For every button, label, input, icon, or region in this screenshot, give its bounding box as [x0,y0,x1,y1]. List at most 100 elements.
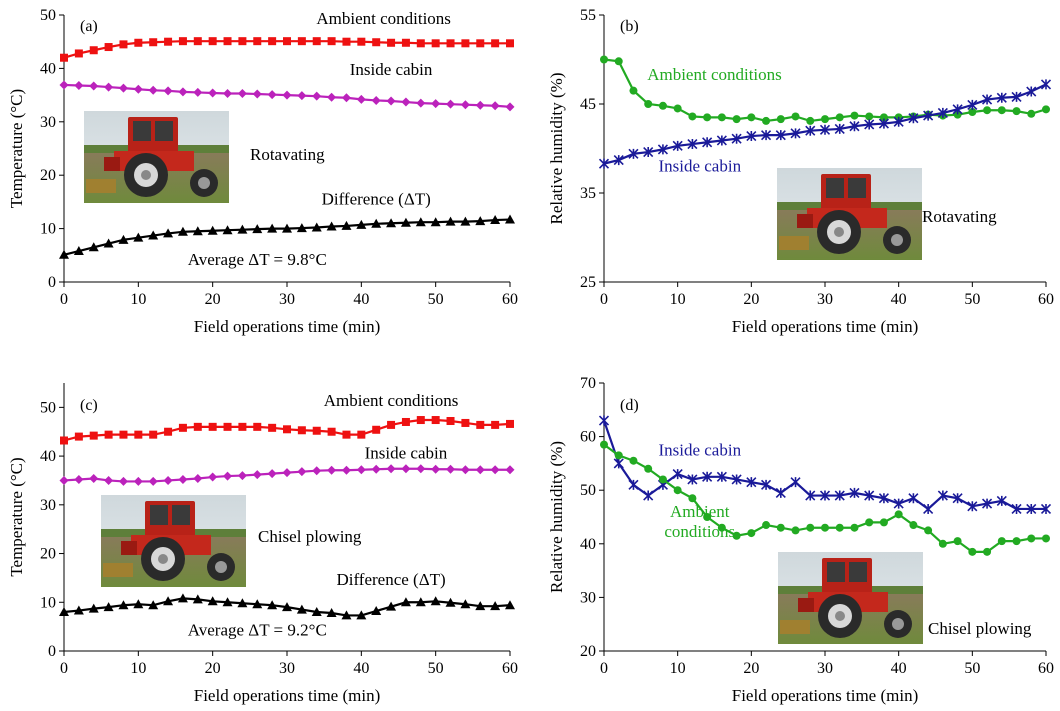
series-0: Inside cabin [598,415,1052,515]
series-label: Inside cabin [658,440,741,459]
data-point [968,108,977,117]
y-tick-label: 0 [48,274,56,291]
data-point [178,474,188,484]
data-point [746,477,757,488]
x-tick-label: 30 [817,660,833,677]
y-axis-label: Temperature (°C) [7,89,26,208]
series-0: Ambient conditions [600,55,1050,125]
series-label: Ambient conditions [664,502,735,541]
tractor-photo [778,552,923,644]
y-axis-label: Temperature (°C) [7,457,26,576]
data-point [1012,537,1021,546]
data-point [687,138,698,150]
data-point [178,423,187,432]
data-point [1012,107,1021,116]
data-point [1026,503,1037,515]
y-tick-label: 40 [580,536,596,553]
series-label: Inside cabin [350,60,433,79]
data-point [982,498,993,509]
data-point [386,218,397,228]
data-point [326,607,337,617]
data-point [415,597,426,607]
x-tick-label: 50 [964,660,980,677]
data-point [967,501,978,512]
data-point [673,104,682,113]
x-tick-label: 0 [60,291,68,308]
data-point [74,474,84,484]
data-point [163,475,173,485]
x-tick-label: 60 [502,291,518,308]
data-point [59,475,69,485]
series-0: Ambient conditions [60,9,514,62]
data-point [371,606,382,616]
y-tick-label: 20 [40,546,56,563]
data-point [386,96,396,106]
data-point [805,490,816,501]
data-point [834,123,845,134]
data-point [430,217,441,227]
data-point [461,39,470,48]
data-point [237,224,248,234]
y-tick-label: 30 [40,497,56,514]
data-point [461,418,470,427]
operation-label: Rotavating [922,207,997,226]
data-point [134,38,143,47]
x-tick-label: 10 [130,660,146,677]
data-point [1026,86,1037,97]
data-point [312,426,321,435]
x-tick-label: 60 [1038,291,1054,308]
data-point [446,464,456,474]
x-axis-label: Field operations time (min) [194,686,381,705]
data-point [104,475,114,485]
data-point [762,521,771,530]
panel-2: 0 10 20 30 40 50 60 0 10 20 30 40 50 Field operations… [7,383,518,705]
x-axis-label: Field operations time (min) [732,317,919,336]
data-point [629,456,638,465]
data-point [819,124,831,135]
data-point [747,113,756,122]
y-tick-label: 50 [40,399,56,416]
data-point [237,598,248,608]
data-point [416,416,425,425]
data-point [104,82,114,92]
data-point [88,603,99,613]
data-point [850,523,859,532]
data-point [149,38,158,47]
data-point [73,246,84,256]
data-point [628,148,639,159]
data-point [371,95,381,105]
data-point [908,113,919,124]
panel-label: (c) [80,397,98,414]
data-point [835,113,844,122]
data-point [821,523,829,532]
data-point [490,465,500,475]
data-point [790,477,801,488]
series-label: Difference (ΔT) [322,190,431,209]
data-point [252,224,263,234]
y-tick-label: 25 [580,274,596,291]
data-point [252,470,262,480]
data-point [238,37,247,46]
data-point [490,215,501,225]
data-point [341,465,351,475]
series-0: Ambient conditions [60,391,514,445]
series-2: Difference (ΔT) [59,190,515,259]
data-point [119,430,128,439]
data-point [401,417,410,426]
data-point [74,80,84,90]
y-axis-label: Relative humidity (%) [547,72,566,224]
data-point [460,465,470,475]
y-tick-label: 40 [40,60,56,77]
data-point [253,422,262,431]
data-point [401,464,411,474]
data-point [761,479,772,490]
data-point [74,432,83,441]
data-point [178,87,188,97]
x-tick-label: 60 [502,660,518,677]
x-tick-label: 30 [279,660,295,677]
data-point [372,425,381,434]
series-line [603,83,1047,165]
data-point [731,474,742,485]
data-point [791,112,800,121]
data-point [208,472,218,482]
